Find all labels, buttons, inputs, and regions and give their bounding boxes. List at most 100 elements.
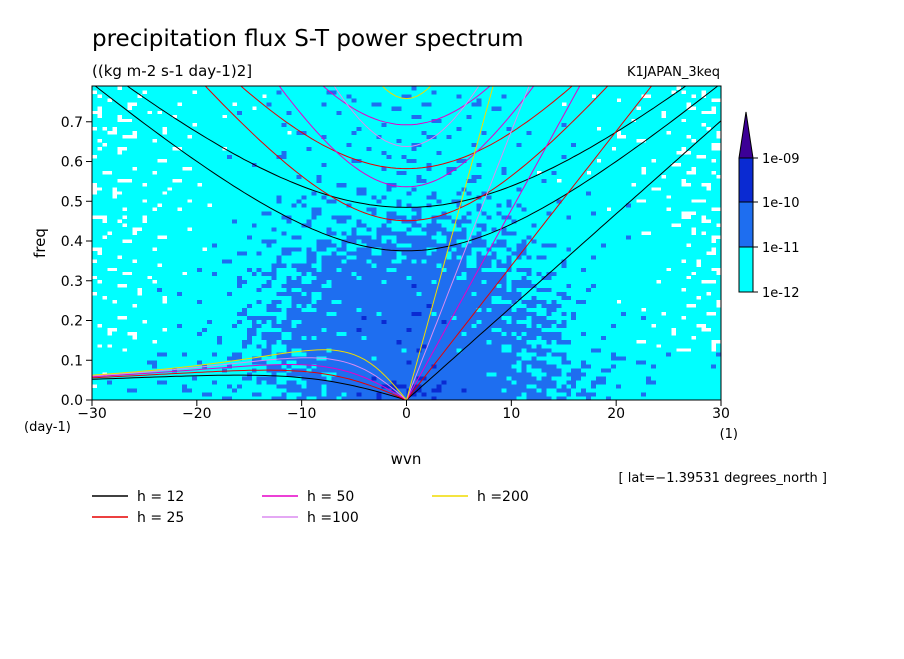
spectrum-cell	[346, 363, 353, 369]
spectrum-cell	[561, 391, 567, 397]
spectrum-cell	[671, 251, 677, 256]
spectrum-cell	[221, 371, 228, 377]
spectrum-cell	[531, 307, 537, 313]
spectrum-cell	[356, 355, 363, 361]
spectrum-cell	[106, 238, 113, 244]
spectrum-cell	[646, 251, 652, 256]
spectrum-cell	[161, 363, 168, 369]
spectrum-cell	[306, 395, 313, 400]
spectrum-cell	[596, 303, 602, 309]
spectrum-cell	[511, 243, 517, 248]
spectrum-cell	[136, 395, 143, 400]
spectrum-cell	[666, 315, 672, 321]
spectrum-cell	[686, 355, 692, 361]
spectrum-cell	[296, 234, 303, 240]
spectrum-cell	[666, 263, 672, 268]
spectrum-cell	[356, 347, 363, 353]
spectrum-cell	[436, 383, 443, 389]
spectrum-cell	[506, 303, 512, 309]
spectrum-cell	[356, 327, 363, 333]
spectrum-cell	[656, 351, 662, 357]
spectrum-cell	[136, 383, 143, 389]
spectrum-cell	[391, 379, 398, 385]
spectrum-cell	[581, 335, 587, 341]
spectrum-cell	[166, 323, 173, 329]
spectrum-cell	[206, 234, 213, 240]
spectrum-cell	[116, 363, 123, 369]
spectrum-cell	[571, 255, 577, 260]
spectrum-cell	[296, 238, 303, 244]
spectrum-cell	[241, 238, 248, 244]
spectrum-cell	[671, 355, 677, 361]
spectrum-cell	[681, 359, 687, 365]
spectrum-cell	[666, 323, 672, 329]
spectrum-cell	[591, 243, 597, 248]
spectrum-cell	[656, 335, 662, 341]
spectrum-cell	[621, 339, 627, 345]
spectrum-cell	[661, 355, 667, 361]
spectrum-cell	[441, 243, 448, 248]
spectrum-cell	[476, 363, 482, 369]
spectrum-cell	[176, 323, 183, 329]
spectrum-cell	[241, 339, 248, 345]
spectrum-cell	[706, 359, 712, 365]
spectrum-cell	[461, 367, 467, 373]
spectrum-cell	[161, 343, 168, 349]
spectrum-cell	[376, 287, 383, 292]
spectrum-cell	[426, 283, 433, 288]
spectrum-cell	[186, 263, 193, 268]
spectrum-cell	[531, 243, 537, 248]
spectrum-cell	[106, 255, 113, 260]
spectrum-cell	[391, 247, 398, 252]
spectrum-cell	[266, 299, 273, 304]
spectrum-cell	[416, 331, 423, 337]
spectrum-cell	[131, 351, 138, 357]
spectrum-cell	[526, 279, 532, 284]
spectrum-cell	[281, 351, 288, 357]
spectrum-cell	[656, 303, 662, 309]
spectrum-cell	[716, 375, 721, 381]
spectrum-cell	[406, 247, 413, 252]
spectrum-cell	[571, 287, 577, 292]
spectrum-cell	[696, 299, 702, 304]
spectrum-cell	[566, 295, 572, 300]
spectrum-cell	[131, 287, 138, 292]
spectrum-cell	[531, 295, 537, 300]
spectrum-cell	[92, 371, 98, 377]
spectrum-cell	[611, 339, 617, 345]
spectrum-cell	[626, 363, 632, 369]
spectrum-cell	[486, 371, 492, 377]
spectrum-cell	[406, 299, 413, 304]
spectrum-cell	[456, 383, 463, 389]
spectrum-cell	[111, 323, 118, 329]
spectrum-cell	[371, 238, 378, 244]
spectrum-cell	[616, 255, 622, 260]
spectrum-cell	[496, 271, 502, 276]
spectrum-cell	[456, 283, 463, 288]
spectrum-cell	[531, 343, 537, 349]
spectrum-cell	[351, 319, 358, 325]
spectrum-cell	[166, 383, 173, 389]
spectrum-cell	[146, 339, 153, 345]
spectrum-cell	[426, 311, 433, 317]
spectrum-cell	[401, 255, 408, 260]
spectrum-cell	[701, 371, 707, 377]
spectrum-cell	[326, 379, 333, 385]
spectrum-cell	[651, 238, 657, 244]
spectrum-cell	[556, 343, 562, 349]
spectrum-cell	[386, 335, 393, 341]
spectrum-cell	[561, 351, 567, 357]
spectrum-cell	[591, 347, 597, 353]
spectrum-cell	[546, 367, 552, 373]
spectrum-cell	[486, 379, 492, 385]
spectrum-cell	[321, 247, 328, 252]
spectrum-cell	[561, 383, 567, 389]
spectrum-cell	[156, 255, 163, 260]
spectrum-cell	[106, 315, 113, 321]
spectrum-cell	[646, 395, 652, 400]
spectrum-cell	[271, 387, 278, 393]
spectrum-cell	[371, 347, 378, 353]
spectrum-cell	[551, 307, 557, 313]
spectrum-cell	[136, 315, 143, 321]
spectrum-cell	[471, 347, 477, 353]
